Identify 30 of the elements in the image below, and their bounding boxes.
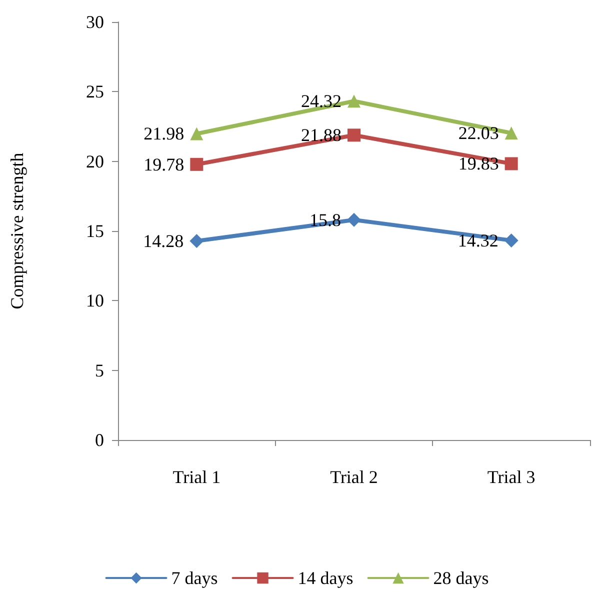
point <box>348 128 360 142</box>
y-tick-label: 25 <box>86 82 104 102</box>
y-axis-title: Compressive strength <box>7 152 27 310</box>
point <box>347 212 361 227</box>
data-label: 21.88 <box>301 125 342 146</box>
data-label: 22.03 <box>458 123 499 144</box>
point <box>504 157 518 170</box>
data-label: 14.28 <box>143 231 184 252</box>
point <box>504 233 518 248</box>
x-tick-label: Trial 2 <box>330 467 378 487</box>
y-tick-label: 20 <box>86 151 104 172</box>
point <box>190 158 204 171</box>
x-tick-label: Trial 3 <box>487 467 536 487</box>
data-label: 21.98 <box>144 124 184 144</box>
y-tick-label: 10 <box>86 290 104 311</box>
point <box>348 94 360 108</box>
point <box>504 126 518 140</box>
data-label: 19.83 <box>458 154 499 174</box>
y-tick-label: 5 <box>95 360 104 380</box>
point <box>190 127 204 140</box>
data-label: 19.78 <box>144 154 184 174</box>
legend-label: 7 days <box>171 568 218 588</box>
point <box>190 234 204 248</box>
x-tick-label: Trial 1 <box>172 467 221 487</box>
y-tick-label: 15 <box>86 221 104 241</box>
y-tick-label: 30 <box>86 12 104 32</box>
legend-label: 14 days <box>298 568 354 588</box>
legend-label: 28 days <box>433 568 489 588</box>
y-tick-label: 0 <box>95 430 104 450</box>
data-label: 24.32 <box>301 91 342 112</box>
